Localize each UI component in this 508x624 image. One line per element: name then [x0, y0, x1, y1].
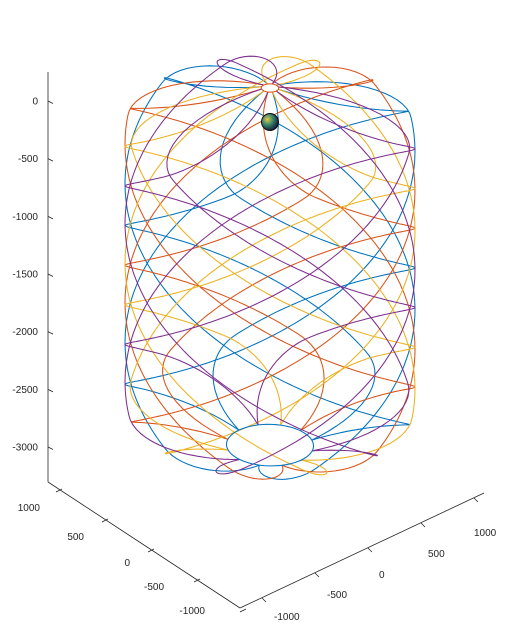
x-tick-mark [367, 547, 373, 553]
x-axis-line [239, 492, 485, 609]
y-tick-mark [147, 548, 155, 553]
y-tick-label: -500 [144, 582, 164, 593]
z-tick-mark [47, 388, 54, 393]
series-line [162, 91, 416, 440]
series-line [124, 79, 374, 480]
series-line [166, 88, 416, 425]
y-tick-mark [101, 518, 109, 523]
y-tick-mark [55, 488, 63, 493]
z-tick-mark [47, 158, 54, 162]
z-tick-mark [47, 100, 54, 104]
series-line [124, 90, 416, 461]
z-tick-mark [47, 446, 54, 450]
y-axis-line [47, 481, 241, 609]
z-tick-label: -500 [18, 154, 38, 165]
series-line [124, 55, 378, 457]
axes-group: 0 -500 -1000 -1500 -2000 -2500 -3000 1000 500 0 -5… [12, 72, 497, 623]
marker-group [261, 113, 279, 131]
z-tick-mark [47, 331, 54, 335]
traces-group [124, 55, 416, 480]
series-line [124, 91, 410, 452]
bottom-ring [225, 423, 315, 467]
series-line [124, 90, 325, 432]
x-tick-mark [420, 522, 426, 528]
y-tick-mark [239, 608, 247, 613]
z-tick-label: 0 [32, 97, 38, 108]
series-line [124, 86, 411, 426]
x-tick-mark [261, 597, 267, 603]
z-tick-label: -1000 [12, 212, 38, 223]
y-tick-label: -1000 [179, 606, 205, 617]
y-tick-label: 1000 [18, 503, 41, 514]
z-tick-label: -1500 [12, 270, 38, 281]
x-tick-label: -500 [327, 590, 347, 601]
series-line [164, 56, 416, 455]
y-tick-label: 0 [124, 558, 130, 569]
series-line [124, 91, 376, 441]
marker-sphere [261, 113, 279, 131]
x-tick-mark [314, 572, 320, 578]
series-line [215, 58, 416, 475]
x-tick-label: 1000 [474, 528, 497, 539]
series-line [163, 77, 416, 480]
x-tick-label: -1000 [274, 612, 300, 623]
x-tick-label: 500 [428, 549, 445, 560]
x-tick-mark [473, 497, 479, 503]
z-tick-mark [47, 215, 54, 220]
z-tick-label: -2000 [12, 327, 38, 338]
y-tick-label: 500 [67, 532, 84, 543]
z-tick-label: -3000 [12, 443, 38, 454]
z-tick-label: -2500 [12, 385, 38, 396]
top-ring [260, 83, 280, 93]
x-tick-label: 0 [379, 570, 385, 581]
z-tick-mark [47, 273, 54, 277]
y-tick-mark [193, 578, 201, 583]
